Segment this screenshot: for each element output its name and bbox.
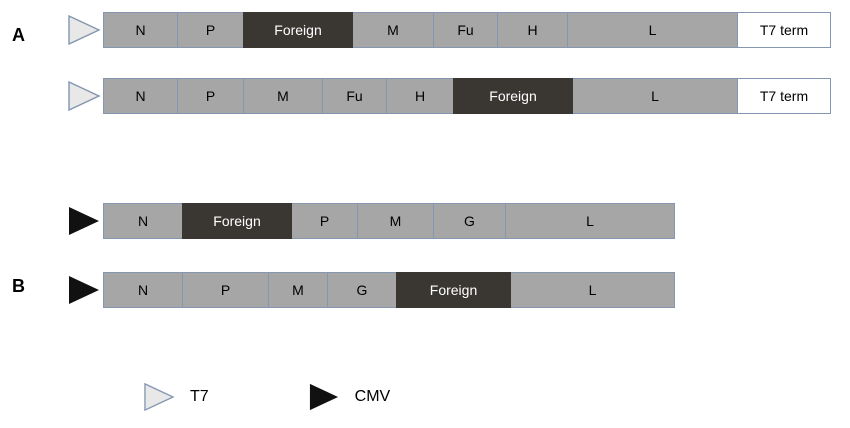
cmv-promoter-icon — [67, 205, 101, 237]
panel-letter-b: B — [12, 276, 25, 296]
gene-segment-label: G — [464, 213, 475, 229]
gene-segment-label: L — [586, 213, 594, 229]
gene-segment: M — [268, 272, 328, 308]
gene-segment-label: P — [220, 282, 231, 298]
gene-segment-label: L — [648, 22, 657, 38]
legend-label: CMV — [354, 388, 391, 405]
gene-segment: N — [103, 272, 183, 308]
construct-row: N P M G Foreign L — [69, 272, 680, 308]
gene-segment: Foreign — [182, 203, 292, 239]
gene-segment: P — [177, 78, 244, 114]
gene-segment: L — [510, 272, 675, 308]
construct-row: N Foreign P M G L — [69, 203, 680, 239]
gene-segment-label: Foreign — [429, 282, 478, 298]
gene-segment-label: P — [205, 22, 216, 38]
gene-segment: Fu — [322, 78, 387, 114]
gene-segment: Foreign — [243, 12, 353, 48]
gene-bar: N P M G Foreign L — [103, 272, 680, 308]
t7-promoter-icon — [140, 382, 178, 412]
t7-promoter-icon — [67, 80, 101, 112]
gene-segment-label: L — [588, 282, 597, 298]
gene-segment-label: Foreign — [213, 213, 261, 229]
gene-segment: Foreign — [396, 272, 511, 308]
gene-segment: L — [567, 12, 738, 48]
legend-entry: T7 — [140, 382, 209, 412]
gene-segment-label: Fu — [457, 22, 474, 38]
gene-segment: M — [352, 12, 434, 48]
gene-segment: N — [103, 203, 183, 239]
gene-segment-label: N — [137, 282, 149, 298]
gene-segment-label: P — [319, 213, 330, 229]
gene-segment-label: T7 term — [759, 88, 809, 104]
gene-segment-label: L — [651, 88, 659, 104]
gene-bar: N Foreign P M G L — [103, 203, 680, 239]
gene-segment-label: G — [356, 282, 368, 298]
gene-segment-label: N — [135, 88, 146, 104]
gene-segment-label: N — [137, 213, 149, 229]
gene-segment: H — [497, 12, 568, 48]
gene-segment-label: M — [292, 282, 304, 298]
gene-segment-label: P — [205, 88, 216, 104]
construct-row: N P Foreign M Fu H L T7 term — [68, 12, 838, 48]
legend-entry: CMV — [305, 382, 391, 412]
gene-segment: Foreign — [453, 78, 573, 114]
gene-segment-label: T7 term — [759, 22, 809, 38]
cmv-promoter-icon — [67, 274, 101, 306]
construct-row: N P M Fu H Foreign L T7 term — [68, 78, 838, 114]
gene-segment: P — [291, 203, 358, 239]
gene-segment: H — [386, 78, 454, 114]
gene-segment-label: H — [527, 22, 538, 38]
gene-segment-label: M — [389, 213, 402, 229]
t7-promoter-icon — [67, 14, 101, 46]
gene-segment: L — [572, 78, 738, 114]
gene-segment: L — [505, 203, 675, 239]
gene-segment: G — [433, 203, 506, 239]
gene-segment-label: Foreign — [489, 88, 537, 104]
panel-letter-a: A — [12, 25, 25, 45]
gene-segment: M — [357, 203, 434, 239]
gene-segment-label: M — [387, 22, 399, 38]
legend: T7 CMV — [140, 382, 390, 412]
gene-segment-label: N — [135, 22, 146, 38]
gene-segment: N — [103, 12, 178, 48]
gene-segment-label: Foreign — [274, 22, 322, 38]
gene-segment: T7 term — [737, 12, 831, 48]
gene-segment-label: M — [277, 88, 289, 104]
gene-segment: Fu — [433, 12, 498, 48]
gene-segment: G — [327, 272, 397, 308]
gene-segment: P — [177, 12, 244, 48]
gene-segment: N — [103, 78, 178, 114]
legend-label: T7 — [190, 388, 209, 405]
gene-bar: N P Foreign M Fu H L T7 term — [103, 12, 838, 48]
gene-segment: P — [182, 272, 269, 308]
gene-segment: M — [243, 78, 323, 114]
gene-segment-label: H — [414, 88, 426, 104]
gene-bar: N P M Fu H Foreign L T7 term — [103, 78, 838, 114]
gene-segment-label: Fu — [346, 88, 363, 104]
gene-segment: T7 term — [737, 78, 831, 114]
cmv-promoter-icon — [305, 382, 343, 412]
